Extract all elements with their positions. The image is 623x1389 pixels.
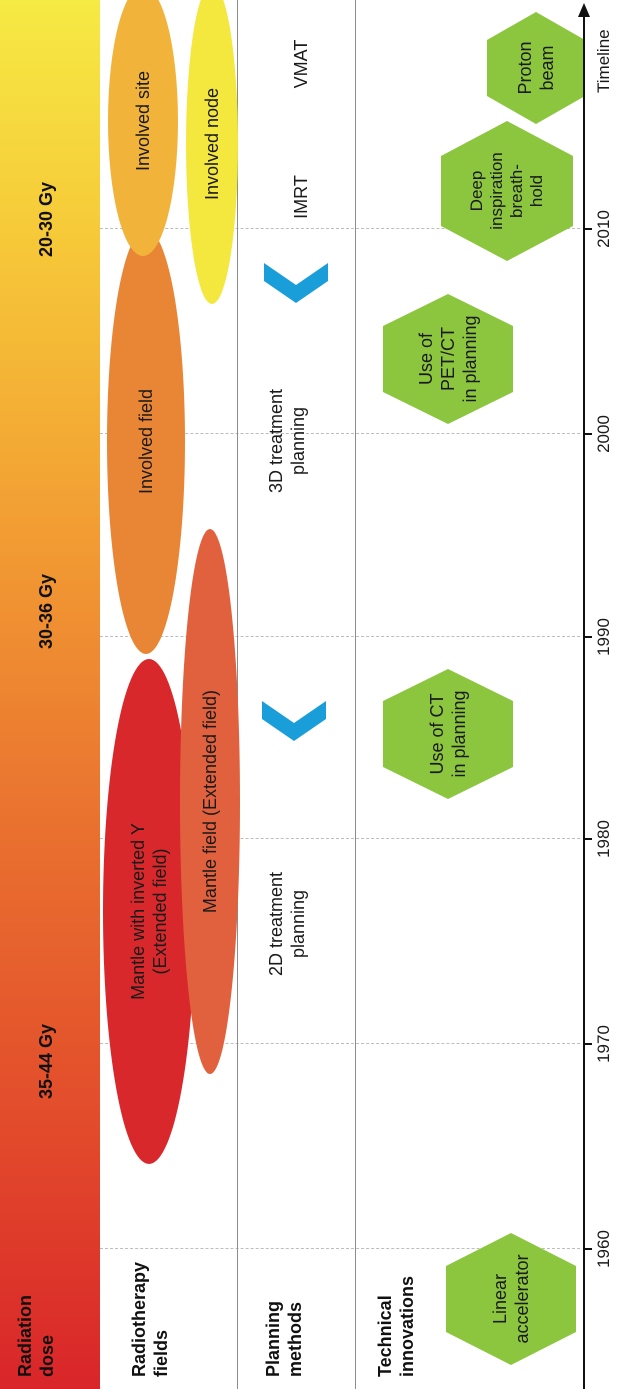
innovation-proton-beam-text: Proton beam bbox=[515, 41, 557, 95]
innovation-pet-ct-planning-text: Use of PET/CT in planning bbox=[416, 315, 480, 403]
tick-1980: 1980 bbox=[594, 820, 613, 858]
timeline-label: Timeline bbox=[594, 29, 613, 93]
innovation-linear-accelerator: Linear accelerator bbox=[446, 1233, 576, 1365]
field-mantle: Mantle field (Extended field) bbox=[180, 529, 240, 1074]
method-2d-planning: 2D treatment planning bbox=[266, 871, 308, 977]
innovation-ct-planning: Use of CT in planning bbox=[383, 669, 513, 799]
arrow-2d-to-3d-icon bbox=[262, 701, 326, 741]
gridline-1990 bbox=[100, 636, 580, 637]
hexagon-icon bbox=[441, 121, 573, 261]
timeline-axis bbox=[578, 3, 592, 1389]
technical-innovations-label: Technical innovations bbox=[375, 1275, 417, 1377]
dose-level-30-36: 30-36 Gy bbox=[36, 573, 56, 649]
planning-methods-label: Planning methods bbox=[263, 1301, 305, 1377]
method-3d-planning: 3D treatment planning bbox=[266, 388, 308, 494]
tick-2010: 2010 bbox=[594, 210, 613, 248]
separator-planning-innovations bbox=[355, 0, 356, 1389]
arrow-3d-to-imrt-icon bbox=[264, 263, 328, 303]
tick-1990: 1990 bbox=[594, 618, 613, 656]
innovation-deep-inspiration-text: Deep inspiration breath- hold bbox=[467, 152, 546, 230]
method-vmat: VMAT bbox=[291, 39, 311, 89]
innovation-ct-planning-text: Use of CT in planning bbox=[427, 690, 469, 778]
field-involved: Involved field bbox=[107, 229, 185, 654]
tick-1960: 1960 bbox=[594, 1230, 613, 1268]
hexagon-icon bbox=[487, 12, 585, 124]
dose-level-20-30: 20-30 Gy bbox=[36, 181, 56, 257]
hexagon-icon bbox=[446, 1233, 576, 1365]
innovation-linear-accelerator-text: Linear accelerator bbox=[490, 1254, 532, 1344]
dose-level-35-44: 35-44 Gy bbox=[36, 1023, 56, 1099]
radiation-dose-label: Radiation dose bbox=[15, 1294, 57, 1377]
innovation-proton-beam: Proton beam bbox=[487, 12, 585, 124]
hexagon-icon bbox=[383, 294, 513, 424]
method-imrt: IMRT bbox=[291, 175, 311, 219]
tick-1970: 1970 bbox=[594, 1025, 613, 1063]
innovation-pet-ct-planning: Use of PET/CT in planning bbox=[383, 294, 513, 424]
radiotherapy-fields-label: Radiotherapy fields bbox=[129, 1261, 171, 1377]
tick-2000: 2000 bbox=[594, 415, 613, 453]
innovation-deep-inspiration: Deep inspiration breath- hold bbox=[441, 121, 573, 261]
field-involved-node: Involved node bbox=[186, 0, 238, 304]
hexagon-icon bbox=[383, 669, 513, 799]
field-involved-site: Involved site bbox=[108, 0, 178, 256]
